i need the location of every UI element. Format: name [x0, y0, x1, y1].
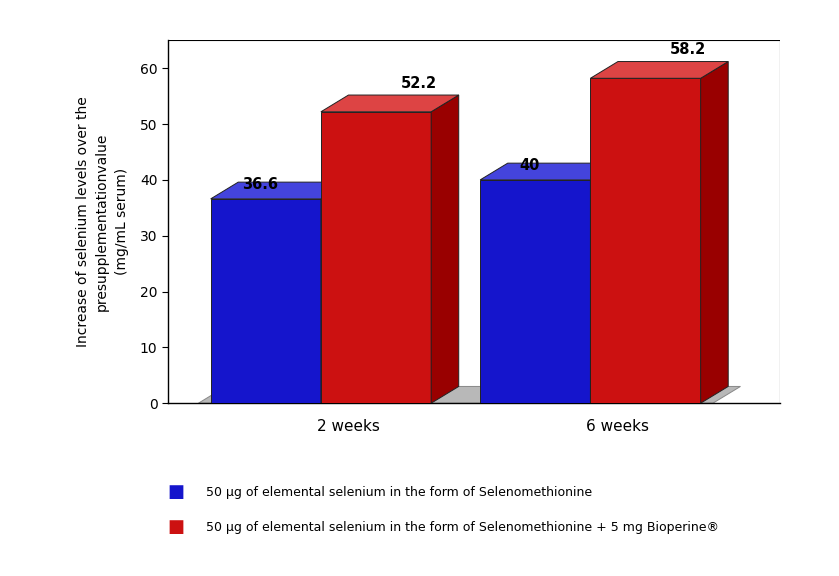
Polygon shape [211, 182, 348, 199]
Text: ■: ■ [168, 483, 185, 502]
Text: 36.6: 36.6 [242, 177, 278, 192]
Text: 40: 40 [519, 158, 539, 173]
Text: 50 μg of elemental selenium in the form of Selenomethionine: 50 μg of elemental selenium in the form … [206, 486, 591, 499]
Polygon shape [591, 163, 618, 403]
Polygon shape [480, 163, 618, 180]
Polygon shape [320, 112, 431, 403]
Polygon shape [320, 182, 348, 403]
Polygon shape [591, 62, 728, 78]
Polygon shape [591, 78, 701, 403]
Polygon shape [480, 180, 591, 403]
Polygon shape [199, 386, 741, 403]
Polygon shape [431, 95, 459, 403]
Text: 50 μg of elemental selenium in the form of Selenomethionine + 5 mg Bioperine®: 50 μg of elemental selenium in the form … [206, 521, 718, 533]
Y-axis label: Increase of selenium levels over the
presupplementationvalue
(mg/mL serum): Increase of selenium levels over the pre… [76, 96, 128, 347]
Polygon shape [211, 199, 320, 403]
Text: 58.2: 58.2 [670, 42, 706, 57]
Polygon shape [701, 62, 728, 403]
Text: 52.2: 52.2 [401, 75, 437, 90]
Text: ■: ■ [168, 518, 185, 536]
Polygon shape [320, 95, 459, 112]
